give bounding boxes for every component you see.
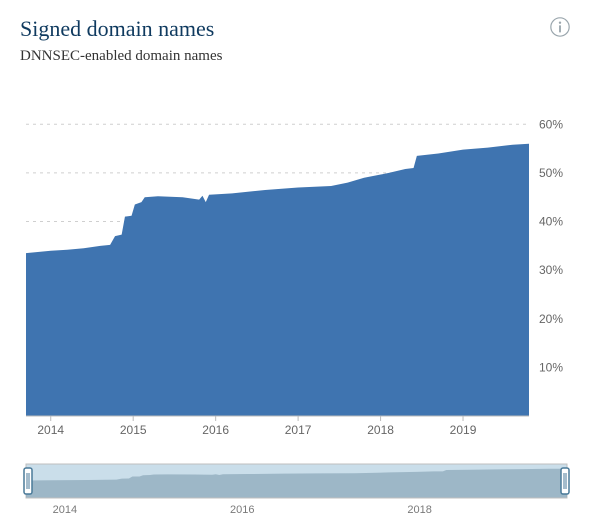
chart-subtitle: DNNSEC-enabled domain names — [20, 48, 571, 65]
main-chart[interactable]: 10% 20% 30% 40% 50% 60% 2014 2015 2016 2017 2018 20… — [22, 100, 571, 440]
y-axis-label: 20% — [539, 312, 563, 326]
scrubber-handle-left[interactable] — [24, 468, 32, 494]
info-icon — [549, 16, 571, 38]
y-axis-label: 10% — [539, 360, 563, 374]
x-axis-label: 2016 — [202, 423, 229, 437]
x-axis-label: 2014 — [37, 423, 64, 437]
chart-title: Signed domain names — [20, 16, 571, 42]
y-axis-label: 30% — [539, 263, 563, 277]
scrubber-x-label: 2018 — [407, 504, 431, 516]
scrubber-x-label: 2016 — [230, 504, 254, 516]
x-axis-label: 2019 — [450, 423, 477, 437]
info-button[interactable] — [549, 16, 571, 38]
x-axis-label: 2018 — [367, 423, 394, 437]
area-series — [26, 144, 529, 416]
y-axis-label: 60% — [539, 117, 563, 131]
y-axis-label: 50% — [539, 166, 563, 180]
scrubber-x-label: 2014 — [53, 504, 77, 516]
x-axis-label: 2017 — [285, 423, 312, 437]
range-scrubber[interactable]: 2014 2016 2018 — [22, 458, 571, 518]
chart-widget: Signed domain names DNNSEC-enabled domai… — [0, 0, 591, 528]
scrubber-handle-right[interactable] — [561, 468, 569, 494]
header: Signed domain names DNNSEC-enabled domai… — [20, 16, 571, 65]
x-axis-label: 2015 — [120, 423, 147, 437]
y-axis-label: 40% — [539, 215, 563, 229]
